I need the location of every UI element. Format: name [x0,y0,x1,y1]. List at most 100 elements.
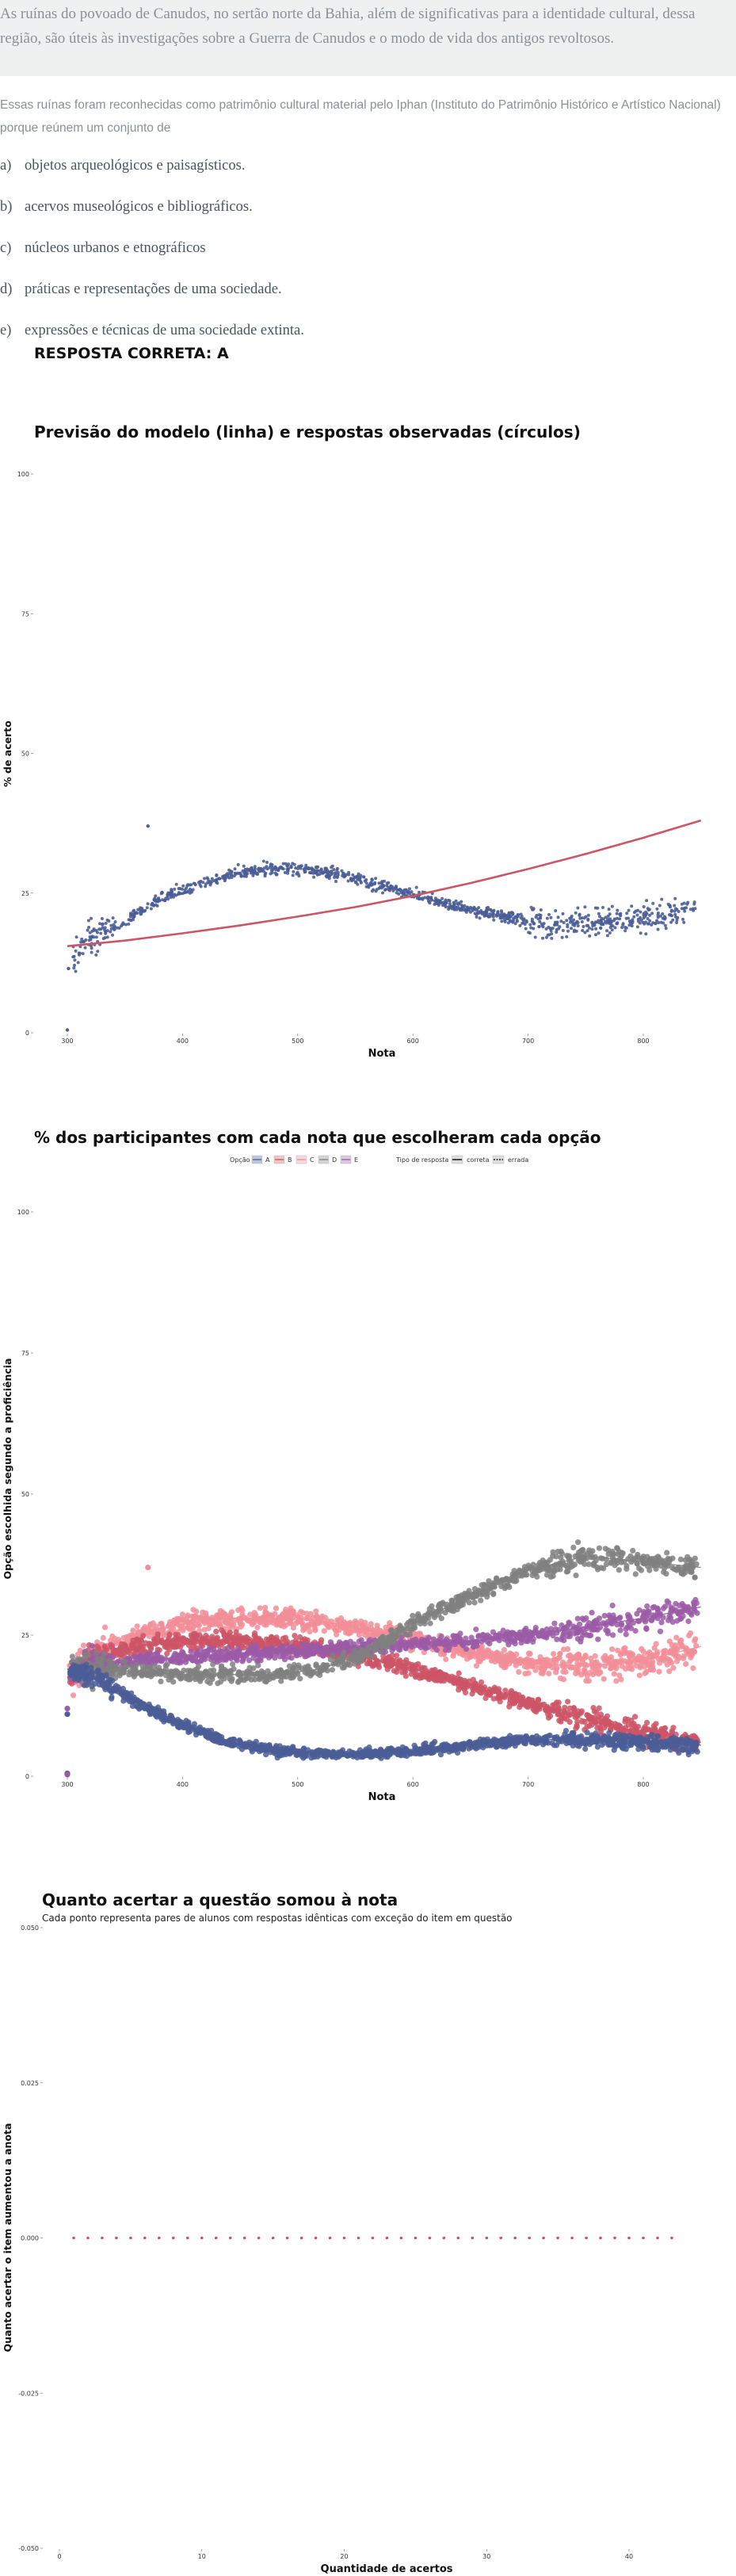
chart1-observed-point [150,903,154,907]
chart2-point-E [691,1601,697,1607]
chart1-observed-point [263,873,267,876]
chart2-point-C [513,1651,520,1657]
chart1-observed-point [204,882,208,886]
chart1-observed-point [682,907,686,911]
chart2-point-B [402,1673,409,1680]
chart1-observed-point [547,912,551,916]
chart1-observed-point [447,905,451,909]
chart1-observed-point [494,914,498,918]
chart2-legend-title-type: Tipo de resposta [395,1156,448,1164]
chart1-observed-point [336,871,340,874]
chart1-y-tick-label: 75 [21,610,29,617]
chart2-point-B [490,1695,497,1702]
chart1-observed-point [72,954,76,958]
chart2-point-C [364,1623,370,1630]
chart1-observed-point [355,874,359,878]
chart2-point-C [674,1645,681,1652]
chart2-point-C [70,1692,77,1699]
chart1-observed-point [203,877,206,881]
chart2-point-E [680,1613,686,1619]
chart1-observed-point [78,953,82,957]
chart2-point-B [220,1629,227,1635]
chart2-point-C [326,1624,332,1630]
chart1-observed-point [316,865,320,869]
chart2-point-E [595,1636,601,1642]
chart2-point-C [109,1633,116,1639]
chart2-point-C [150,1620,156,1626]
chart1-observed-point [457,907,461,911]
chart1-observed-point [452,902,456,906]
chart2-point-B [463,1689,469,1695]
chart2-point-C [551,1657,558,1663]
chart2-point-B [622,1716,629,1722]
chart2-point-B [437,1669,444,1676]
chart1-observed-point [230,873,234,877]
chart2-point-C [254,1624,261,1630]
chart2-point-B [241,1645,247,1651]
chart2-point-B [473,1681,479,1687]
chart2-point-C [560,1646,567,1653]
chart1-observed-point [86,928,90,932]
option-a[interactable]: a) objetos arqueológicos e paisagísticos. [0,155,729,197]
option-b[interactable]: b) acervos museológicos e bibliográficos. [0,197,729,238]
chart2-point-E [318,1650,325,1657]
chart1-observed-point [241,869,245,873]
chart2-point-B [140,1633,147,1639]
chart2-point-C [582,1653,589,1659]
chart1-observed-point [644,932,648,936]
chart1-observed-point [394,885,398,889]
chart2-point-C [608,1665,614,1672]
chart2-point-B [506,1703,513,1710]
chart2-point-E [660,1605,667,1611]
chart1-observed-point [565,919,569,923]
option-text: práticas e representações de uma socieda… [25,281,282,297]
chart1-observed-point [457,901,461,905]
chart1-observed-point [101,922,105,926]
chart2-point-D [121,1658,128,1664]
chart2-point-C [134,1623,140,1630]
chart1-observed-point [643,915,647,919]
chart2-legend-label-D: D [332,1156,337,1164]
chart1-observed-point [198,883,202,887]
chart1-observed-point [544,927,548,931]
chart2-point-E [389,1647,395,1653]
chart1-observed-point [128,915,132,919]
chart1-observed-point [492,908,496,912]
chart2-point-C [628,1666,635,1672]
chart2-point-D [383,1644,391,1650]
chart1-observed-point [295,872,299,876]
chart1-observed-point [479,909,483,912]
chart1-observed-point [287,862,291,866]
question-stem-box: As ruínas do povoado de Canudos, no sert… [0,0,736,76]
chart2-point-C [656,1660,663,1666]
chart1-observed-point [657,921,661,924]
chart2-legend-swatch-errada [492,1155,505,1164]
chart1-observed-point [562,921,566,924]
chart1-observed-point [454,899,458,903]
chart1-x-tick-label: 500 [292,1038,303,1045]
chart2-point-C [250,1619,256,1625]
chart2-point-C [473,1663,480,1669]
chart1-observed-point [181,884,185,888]
chart1-observed-point [560,935,564,939]
option-c[interactable]: c) núcleos urbanos e etnográficos [0,238,729,279]
chart1-observed-point [444,905,448,908]
chart2-point-C [179,1611,185,1618]
chart2-point-C [293,1612,299,1619]
option-e[interactable]: e) expressões e técnicas de uma sociedade… [0,320,729,361]
chart1-observed-point [527,931,531,934]
chart1-x-tick-label: 400 [177,1038,189,1045]
option-d[interactable]: d) práticas e representações de uma socie… [0,279,729,320]
chart2-point-E [578,1638,584,1645]
chart2-point-C [593,1659,600,1665]
chart1-observed-point [379,885,383,889]
chart1-observed-point [632,911,636,915]
chart2-point-B [109,1643,116,1649]
chart1-observed-point [65,1028,70,1032]
chart2-point-E [600,1620,606,1626]
chart2-point-E [627,1625,635,1631]
chart1-observed-point [90,935,93,939]
chart1-observed-point [489,908,493,912]
chart1-observed-point [131,918,135,922]
chart2-point-C [443,1656,449,1663]
